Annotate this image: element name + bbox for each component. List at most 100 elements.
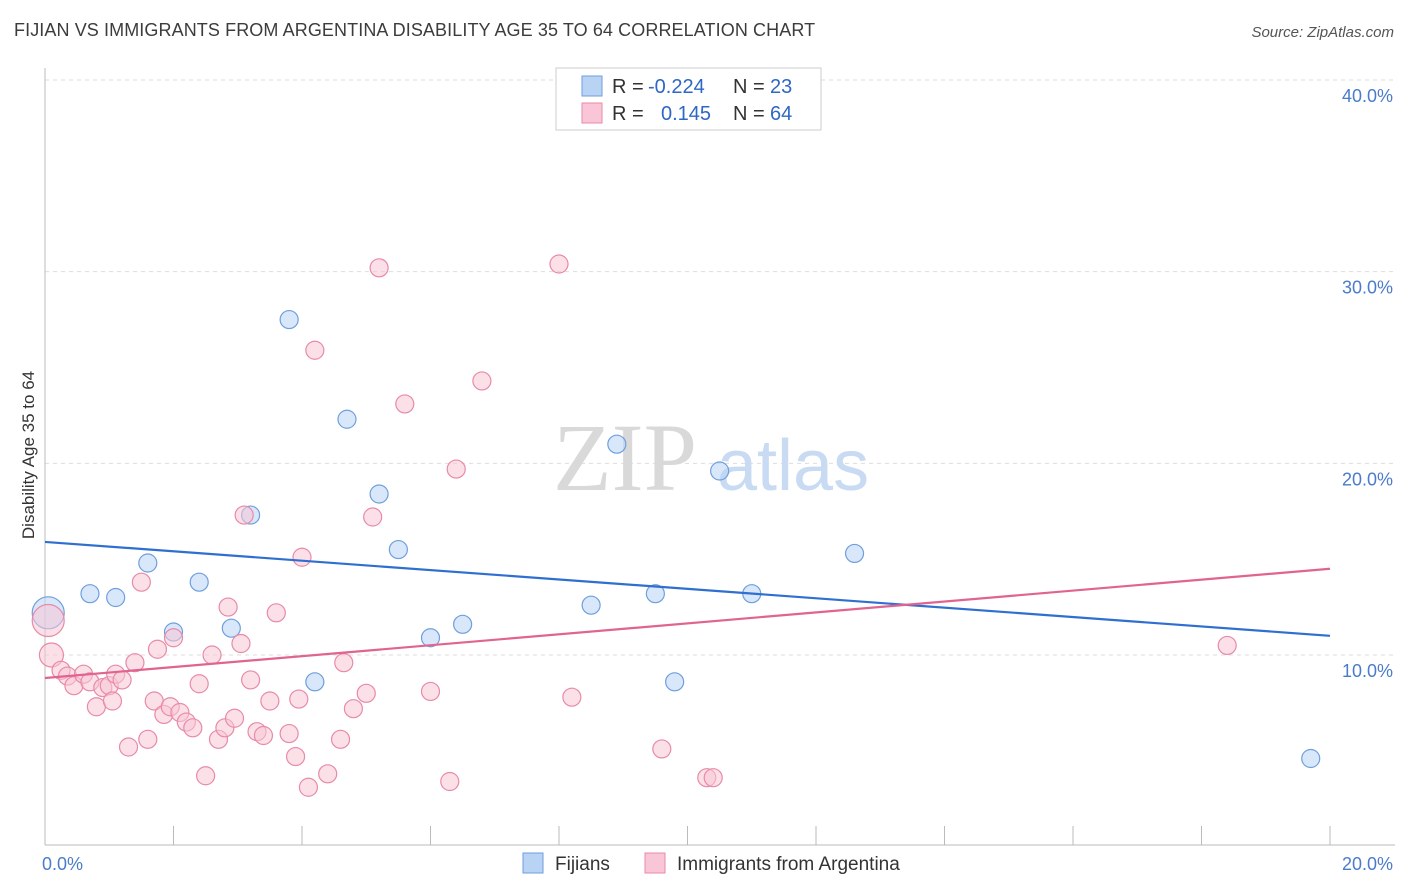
fijian-point-2 — [106, 587, 126, 608]
argentina-point-15 — [131, 572, 151, 592]
grid-lines — [45, 79, 1395, 656]
argentina-point-31 — [224, 708, 245, 728]
argentina-point-10 — [102, 691, 123, 711]
argentina-point-59 — [652, 739, 672, 759]
source-label: Source: ZipAtlas.com — [1251, 24, 1394, 41]
y-axis-label: Disability Age 35 to 64 — [19, 371, 38, 539]
argentina-point-30 — [218, 597, 238, 617]
fijian-point-8 — [279, 309, 299, 330]
y-tick-labels: 10.0% 20.0% 30.0% 40.0% — [1342, 86, 1393, 681]
stats-legend: R = -0.224 N = 23 R = 0.145 N = 64 — [555, 67, 822, 131]
argentina-point-50 — [363, 507, 383, 527]
fijian-point-22 — [1301, 748, 1321, 769]
fijian-point-14 — [453, 614, 473, 634]
legend-n-label-1: N = — [733, 103, 765, 125]
argentina-point-47 — [334, 653, 354, 673]
argentina-point-7 — [86, 697, 107, 717]
argentina-point-32 — [231, 633, 251, 654]
legend-n-value-1: 64 — [770, 103, 792, 125]
fijian-point-3 — [138, 553, 158, 573]
trend-lines — [44, 540, 1331, 680]
y-tick-label-0: 10.0% — [1342, 661, 1393, 681]
argentina-point-1 — [38, 642, 65, 668]
fijian-point-5 — [189, 572, 209, 592]
fijian-point-1 — [80, 584, 100, 604]
bottom-legend-fijians: Fijians — [555, 854, 610, 875]
series-legend: Fijians Immigrants from Argentina — [522, 852, 900, 875]
argentina-point-38 — [266, 603, 286, 623]
argentina-point-24 — [183, 718, 203, 738]
argentina-trend-line — [44, 567, 1331, 680]
argentina-point-49 — [356, 683, 376, 703]
legend-r-label-0: R = — [612, 76, 644, 98]
argentina-point-39 — [279, 723, 299, 744]
legend-swatch-fijians — [581, 75, 603, 97]
argentina-point-46 — [330, 729, 351, 749]
fijian-trend-line — [44, 540, 1331, 637]
fijian-point-6 — [221, 618, 241, 638]
argentina-point-27 — [202, 645, 222, 665]
argentina-point-54 — [440, 771, 460, 792]
legend-n-label-0: N = — [733, 76, 765, 98]
fijian-point-21 — [844, 543, 865, 564]
fijian-point-10 — [337, 409, 357, 429]
legend-r-label-1: R = — [612, 103, 644, 125]
y-tick-label-1: 20.0% — [1342, 469, 1393, 489]
argentina-point-58 — [562, 687, 582, 707]
legend-r-value-1: 0.145 — [661, 103, 711, 125]
fijian-point-17 — [645, 584, 665, 604]
argentina-point-0 — [31, 603, 65, 638]
argentina-point-33 — [234, 505, 254, 525]
watermark-atlas: atlas — [717, 426, 869, 506]
bottom-legend-argentina: Immigrants from Argentina — [677, 854, 900, 875]
argentina-point-61 — [703, 768, 723, 788]
fijian-point-11 — [369, 484, 389, 504]
watermark-zip: ZIP — [553, 404, 697, 511]
fijian-point-12 — [388, 539, 408, 560]
legend-swatch-argentina — [581, 102, 603, 124]
argentina-point-43 — [298, 777, 319, 797]
legend-r-value-0: -0.224 — [648, 76, 705, 98]
axes — [44, 68, 1395, 846]
argentina-point-36 — [253, 725, 274, 746]
argentina-point-56 — [472, 371, 492, 391]
data-points — [31, 254, 1321, 797]
argentina-point-18 — [147, 639, 168, 659]
fijian-point-16 — [607, 434, 627, 454]
argentina-point-51 — [369, 258, 389, 278]
y-tick-label-3: 40.0% — [1342, 86, 1393, 106]
argentina-point-34 — [241, 670, 261, 690]
argentina-point-16 — [138, 729, 158, 749]
argentina-point-52 — [395, 394, 415, 414]
argentina-point-21 — [163, 628, 184, 648]
argentina-point-40 — [285, 746, 306, 767]
argentina-point-25 — [189, 674, 209, 694]
chart-title: FIJIAN VS IMMIGRANTS FROM ARGENTINA DISA… — [14, 20, 816, 40]
x-tick-label-0: 0.0% — [42, 854, 83, 874]
argentina-point-12 — [112, 670, 132, 690]
x-tick-labels: 0.0% 20.0% — [42, 854, 1393, 874]
fijian-point-19 — [710, 461, 730, 481]
fijian-point-13 — [420, 628, 441, 648]
argentina-point-45 — [318, 764, 338, 784]
fijian-point-9 — [305, 672, 325, 692]
argentina-point-55 — [446, 459, 466, 479]
argentina-point-14 — [125, 653, 145, 673]
argentina-point-62 — [1217, 635, 1237, 656]
argentina-point-42 — [292, 547, 312, 567]
watermark: ZIP atlas — [553, 404, 869, 511]
x-tick-label-1: 20.0% — [1342, 854, 1393, 874]
argentina-point-41 — [289, 689, 309, 709]
fijian-point-18 — [665, 672, 685, 692]
bottom-legend-swatch-fijians — [522, 852, 544, 874]
y-tick-label-2: 30.0% — [1342, 278, 1393, 298]
argentina-point-57 — [549, 254, 569, 274]
argentina-point-53 — [420, 681, 441, 702]
argentina-point-48 — [343, 699, 363, 719]
fijian-point-15 — [581, 595, 601, 615]
bottom-legend-swatch-argentina — [644, 852, 666, 874]
argentina-point-37 — [260, 691, 280, 711]
argentina-point-26 — [196, 766, 216, 786]
argentina-point-13 — [118, 737, 139, 757]
